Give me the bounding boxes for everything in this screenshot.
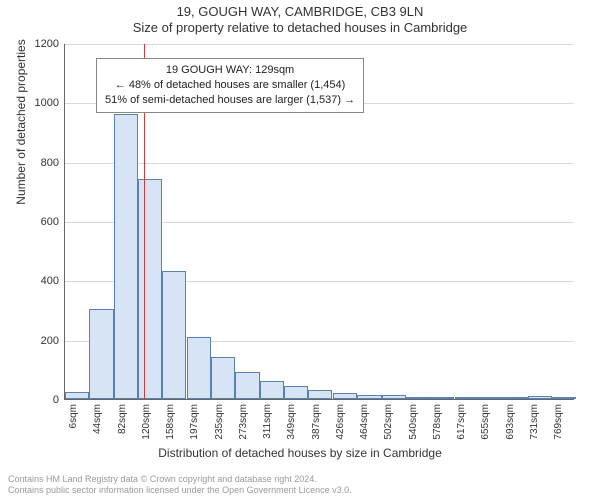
histogram-bar [187,337,211,399]
callout-line-smaller: ← 48% of detached houses are smaller (1,… [105,78,355,93]
histogram-bar [430,397,454,399]
histogram-bar [308,390,332,399]
y-axis-label: Number of detached properties [14,22,28,222]
histogram-bar [528,396,552,399]
histogram-bar [382,395,406,399]
y-tick-label: 400 [41,275,59,287]
chart-plot-area: 020040060080010001200 19 GOUGH WAY: 129s… [64,44,574,400]
reference-callout: 19 GOUGH WAY: 129sqm ← 48% of detached h… [96,58,364,113]
histogram-bar [114,114,138,399]
x-tick-label: 655sqm [480,404,491,444]
title-address: 19, GOUGH WAY, CAMBRIDGE, CB3 9LN [0,4,600,19]
histogram-bar [479,397,503,399]
x-tick-label: 197sqm [189,404,200,444]
footer-line2: Contains public sector information licen… [8,485,592,496]
histogram-bar [260,381,284,399]
x-tick-label: 693sqm [505,404,516,444]
histogram-bar [89,309,113,399]
x-tick-label: 235sqm [214,404,225,444]
x-tick-label: 502sqm [383,404,394,444]
histogram-bar [162,271,186,399]
histogram-bar [65,392,89,399]
title-subtitle: Size of property relative to detached ho… [0,20,600,35]
x-tick-label: 311sqm [262,404,273,444]
x-axis-ticks: 6sqm 44sqm 82sqm 120sqm 158sqm 197sqm 235sqm 27… [64,400,574,448]
histogram-bar [504,397,528,399]
callout-line-address: 19 GOUGH WAY: 129sqm [105,63,355,78]
x-tick-label: 769sqm [553,404,564,444]
x-tick-label: 464sqm [359,404,370,444]
x-tick-label: 6sqm [68,404,79,444]
callout-line-larger: 51% of semi-detached houses are larger (… [105,93,355,108]
x-tick-label: 426sqm [335,404,346,444]
y-tick-label: 200 [41,335,59,347]
histogram-bar [235,372,259,399]
histogram-bar [211,357,235,399]
histogram-bar [333,393,357,399]
x-tick-label: 120sqm [141,404,152,444]
histogram-bar [552,397,576,399]
histogram-bar [138,179,162,399]
y-tick-label: 800 [41,157,59,169]
gridline [65,44,574,45]
x-tick-label: 578sqm [432,404,443,444]
histogram-bar [455,397,479,399]
histogram-bar [357,395,381,399]
x-tick-label: 82sqm [117,404,128,444]
footer-line1: Contains HM Land Registry data © Crown c… [8,474,592,485]
x-tick-label: 540sqm [408,404,419,444]
x-tick-label: 617sqm [456,404,467,444]
attribution-footer: Contains HM Land Registry data © Crown c… [8,474,592,497]
histogram-bar [406,397,430,399]
x-axis-label: Distribution of detached houses by size … [0,446,600,460]
x-tick-label: 387sqm [311,404,322,444]
x-tick-label: 158sqm [165,404,176,444]
chart-title-block: 19, GOUGH WAY, CAMBRIDGE, CB3 9LN Size o… [0,0,600,35]
histogram-bar [284,386,308,399]
y-tick-label: 1200 [35,38,59,50]
y-tick-label: 1000 [35,97,59,109]
x-tick-label: 731sqm [529,404,540,444]
y-tick-label: 600 [41,216,59,228]
y-tick-label: 0 [53,394,59,406]
x-tick-label: 349sqm [286,404,297,444]
gridline [65,163,574,164]
x-tick-label: 273sqm [238,404,249,444]
x-tick-label: 44sqm [92,404,103,444]
